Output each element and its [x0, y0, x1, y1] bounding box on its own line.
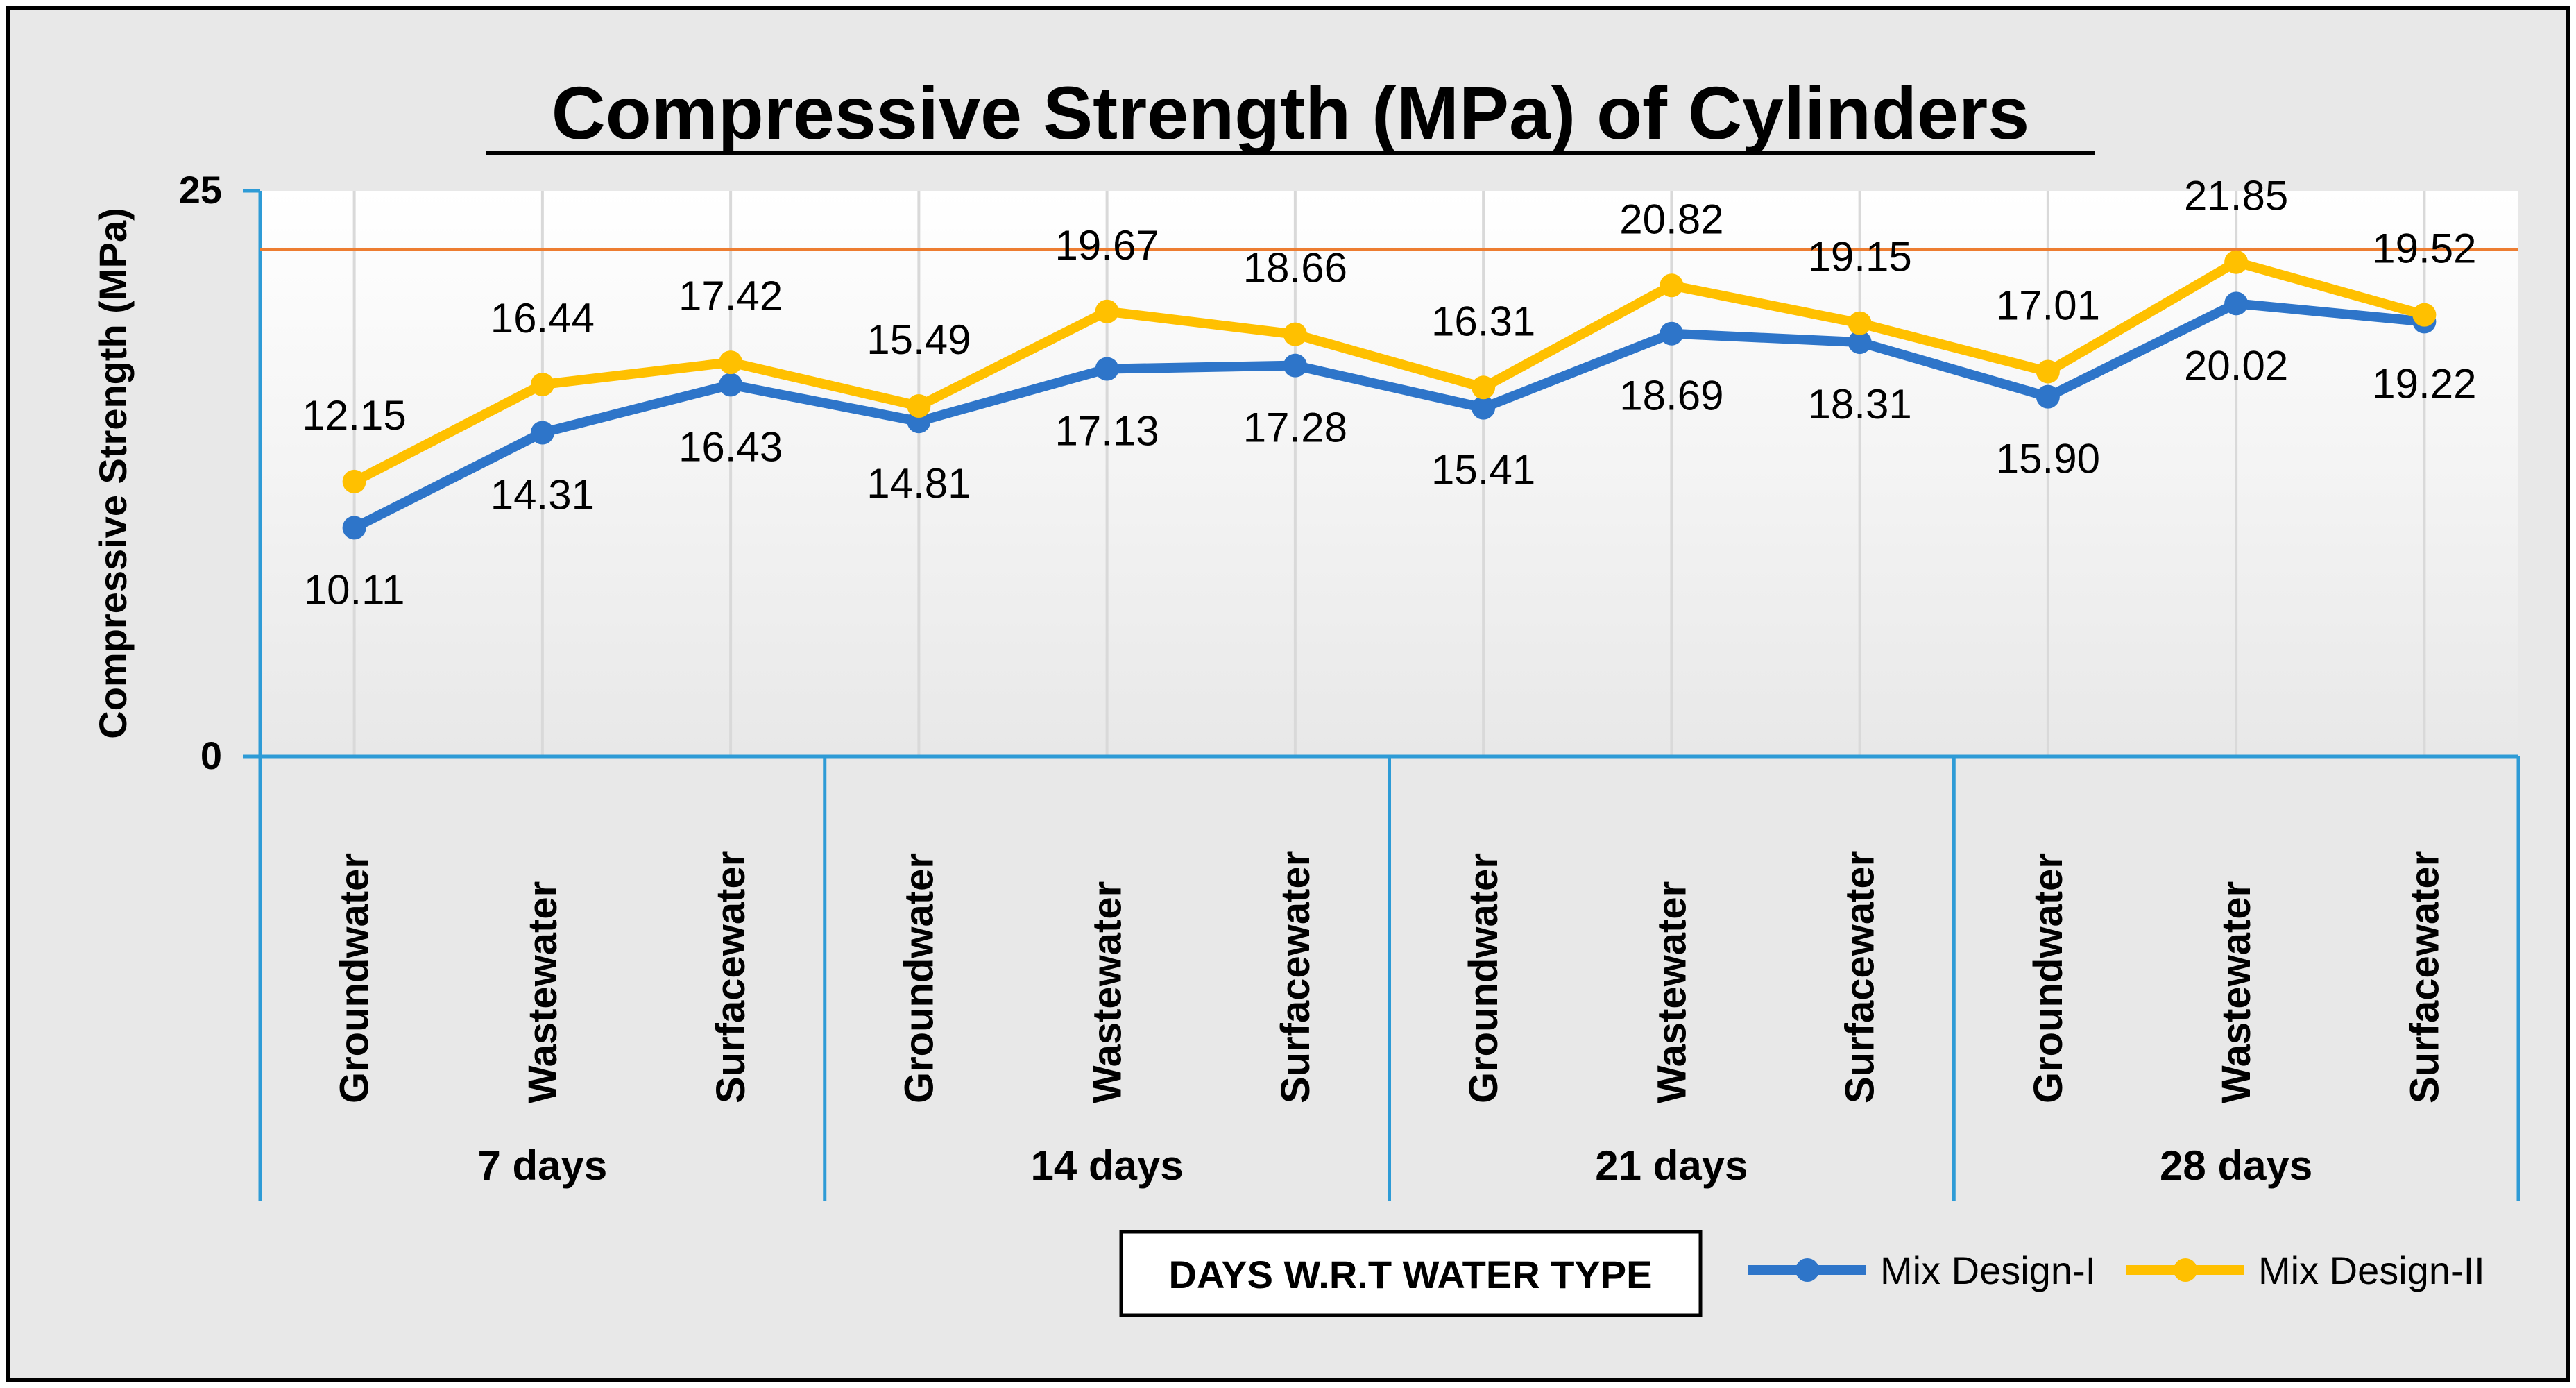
data-point — [907, 394, 931, 418]
data-label: 17.13 — [1055, 408, 1159, 455]
data-label: 17.01 — [1996, 282, 2100, 328]
data-label: 14.31 — [491, 471, 595, 518]
x-category-label: Groundwater — [2026, 853, 2071, 1103]
data-label: 16.43 — [679, 423, 783, 470]
x-group-label: 7 days — [477, 1142, 607, 1189]
data-point — [1660, 273, 1684, 298]
y-tick-label: 0 — [201, 734, 222, 777]
data-point — [2224, 250, 2249, 274]
x-category-label: Groundwater — [332, 853, 377, 1103]
data-label: 18.69 — [1619, 373, 1723, 419]
x-group-label: 14 days — [1031, 1142, 1184, 1189]
data-label: 12.15 — [302, 392, 407, 439]
data-label: 19.15 — [1808, 234, 1912, 280]
data-point — [2036, 384, 2060, 409]
x-category-label: Wastewater — [1649, 881, 1694, 1103]
x-category-label: Wastewater — [520, 881, 565, 1103]
data-label: 19.67 — [1055, 222, 1159, 269]
data-point — [1848, 330, 1872, 355]
x-category-label: Wastewater — [2214, 881, 2259, 1103]
data-label: 21.85 — [2184, 173, 2288, 219]
data-point — [1283, 353, 1307, 378]
data-label: 16.44 — [491, 295, 595, 341]
legend-swatch-marker — [2174, 1258, 2197, 1282]
chart-title: Compressive Strength (MPa) of Cylinders — [552, 71, 2029, 155]
legend: Mix Design-I Mix Design-II — [1748, 1249, 2485, 1292]
series-line — [352, 257, 2426, 486]
data-label: 20.82 — [1619, 196, 1723, 242]
legend-label: Mix Design-I — [1880, 1249, 2096, 1292]
data-label: 15.90 — [1996, 436, 2100, 482]
data-point — [719, 373, 743, 397]
x-axis-title-box — [1119, 1230, 1703, 1317]
data-point — [1660, 321, 1684, 346]
x-category-label: Groundwater — [1461, 853, 1506, 1103]
data-label: 15.41 — [1431, 447, 1535, 493]
x-category-label: Surfacewater — [1838, 851, 1883, 1103]
data-label: 18.66 — [1243, 245, 1347, 291]
plot-area — [260, 191, 2518, 756]
data-point — [2412, 303, 2437, 327]
x-category-label: Surfacewater — [2402, 851, 2447, 1103]
data-label: 16.31 — [1431, 298, 1535, 344]
data-label: 17.28 — [1243, 405, 1347, 451]
data-point — [1472, 396, 1496, 420]
data-point — [530, 373, 554, 397]
data-label: 20.02 — [2184, 342, 2288, 389]
x-category-label: Wastewater — [1085, 881, 1130, 1103]
data-label: 17.42 — [679, 273, 783, 319]
data-point — [1472, 375, 1496, 400]
data-label: 10.11 — [304, 566, 405, 613]
x-axis-title: DAYS W.R.T WATER TYPE — [1169, 1253, 1653, 1296]
x-category-label: Surfacewater — [1273, 851, 1318, 1103]
data-point — [1848, 311, 1872, 335]
data-label: 15.49 — [867, 316, 971, 363]
legend-label: Mix Design-II — [2258, 1249, 2485, 1292]
data-point — [1095, 357, 1119, 381]
data-label: 18.31 — [1808, 381, 1912, 428]
data-point — [2036, 359, 2060, 384]
x-group-label: 21 days — [1595, 1142, 1748, 1189]
data-point — [342, 469, 366, 493]
y-axis-label: Compressive Strength (MPa) — [91, 208, 135, 739]
legend-swatch-marker — [1795, 1258, 1819, 1282]
x-group-label: 28 days — [2160, 1142, 2312, 1189]
data-point — [1095, 299, 1119, 323]
data-point — [530, 421, 554, 445]
data-label: 14.81 — [867, 460, 971, 507]
data-label: 19.22 — [2372, 360, 2476, 407]
x-category-label: Surfacewater — [708, 851, 753, 1103]
data-point — [2224, 291, 2249, 316]
data-point — [719, 350, 743, 375]
data-point — [342, 516, 366, 540]
x-category-label: Groundwater — [896, 853, 941, 1103]
data-point — [1283, 322, 1307, 346]
series-line — [352, 298, 2425, 532]
y-tick-label: 25 — [179, 168, 222, 212]
data-label: 19.52 — [2372, 226, 2476, 272]
